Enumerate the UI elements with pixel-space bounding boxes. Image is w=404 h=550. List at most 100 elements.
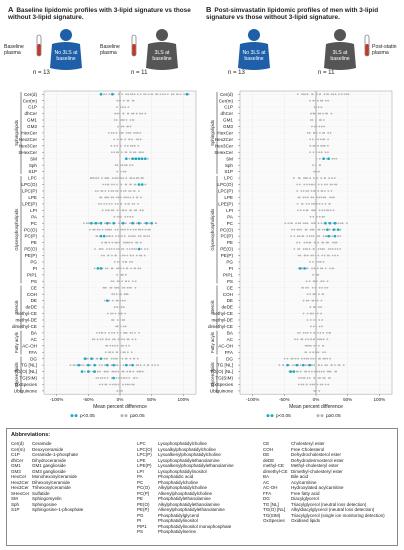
data-point	[321, 254, 324, 257]
data-point	[331, 177, 333, 179]
x-tick-label: 0%	[313, 397, 320, 402]
data-point	[110, 132, 113, 134]
data-point	[92, 370, 94, 373]
data-point	[313, 190, 316, 192]
data-point	[98, 331, 101, 334]
data-point	[312, 325, 315, 328]
data-point	[131, 112, 133, 115]
data-point	[116, 267, 118, 270]
data-point	[308, 377, 311, 379]
data-point	[120, 125, 123, 128]
data-point	[302, 222, 305, 225]
data-point	[309, 119, 312, 121]
data-point	[116, 325, 119, 328]
data-point	[132, 228, 135, 231]
data-point	[319, 383, 322, 386]
data-point	[80, 364, 82, 367]
data-point	[306, 267, 309, 270]
data-point	[314, 280, 316, 283]
data-point	[108, 93, 111, 96]
data-point	[127, 125, 129, 128]
data-point	[334, 248, 337, 250]
data-point	[302, 248, 305, 250]
data-point	[113, 248, 116, 250]
data-point	[113, 138, 115, 141]
data-point	[115, 357, 118, 360]
data-point-significant	[185, 92, 189, 96]
group-label: Sphingolipids	[210, 119, 215, 146]
data-point-significant	[150, 221, 153, 225]
category-label: GM3	[223, 124, 233, 129]
data-point	[312, 209, 315, 212]
data-point	[126, 228, 129, 231]
data-point	[113, 338, 116, 341]
data-point-significant	[326, 228, 329, 231]
data-point	[118, 215, 121, 218]
data-point	[318, 370, 321, 373]
data-point	[311, 383, 314, 386]
data-point	[302, 286, 304, 289]
data-point	[129, 357, 132, 360]
data-point	[311, 138, 314, 141]
data-point	[334, 241, 337, 244]
data-point	[317, 254, 320, 257]
data-point	[118, 306, 121, 308]
abbreviation-key: COH	[263, 446, 273, 452]
data-point	[139, 228, 142, 231]
data-point	[107, 183, 110, 186]
data-point	[330, 112, 333, 115]
abbreviation-row: S1P Sphingosine-1-phosphate	[11, 507, 83, 513]
data-point	[111, 299, 114, 302]
data-point	[324, 351, 327, 354]
data-point	[345, 222, 348, 225]
legend-marker	[266, 414, 270, 418]
data-point	[296, 241, 298, 244]
data-point	[112, 190, 115, 192]
data-point	[300, 190, 303, 192]
category-label: dimethyl-CE	[208, 324, 233, 329]
data-point	[308, 235, 311, 238]
data-point	[129, 190, 132, 192]
data-point	[123, 319, 126, 321]
data-point	[128, 280, 130, 283]
data-point	[127, 93, 130, 96]
data-point	[315, 325, 317, 328]
abbreviations-column-3: CE Cholesteryl ester COH Free Cholesterol DE…	[263, 441, 385, 524]
data-point	[122, 364, 125, 367]
data-point	[314, 183, 317, 186]
data-point	[110, 209, 113, 212]
data-point	[296, 338, 299, 341]
data-point	[132, 112, 135, 115]
data-point	[318, 261, 320, 263]
data-point	[336, 254, 339, 257]
data-point	[133, 190, 136, 192]
data-point	[322, 112, 324, 115]
data-point	[325, 241, 328, 244]
data-point	[124, 325, 127, 328]
data-point-significant	[90, 221, 93, 225]
data-point	[144, 248, 146, 250]
data-point	[299, 222, 302, 225]
data-point	[304, 344, 307, 347]
data-point	[138, 370, 141, 373]
data-point	[155, 93, 157, 96]
data-point	[126, 215, 129, 218]
data-point	[139, 241, 142, 244]
data-point	[323, 228, 326, 231]
data-point	[331, 196, 333, 199]
data-point	[102, 183, 104, 186]
data-point	[120, 132, 123, 134]
category-label: GM1	[223, 118, 233, 123]
data-point	[299, 209, 302, 212]
data-point-significant	[327, 157, 330, 161]
legend-label: p<0.05	[276, 413, 291, 419]
data-point	[109, 351, 112, 354]
data-point	[98, 364, 101, 367]
data-point	[126, 254, 129, 257]
data-point	[125, 93, 128, 96]
abbreviation-row: C1P Ceramide-1-phosphate	[11, 452, 83, 458]
data-point	[299, 254, 302, 257]
data-point	[106, 377, 109, 379]
data-point	[115, 286, 118, 289]
data-point	[119, 138, 122, 141]
